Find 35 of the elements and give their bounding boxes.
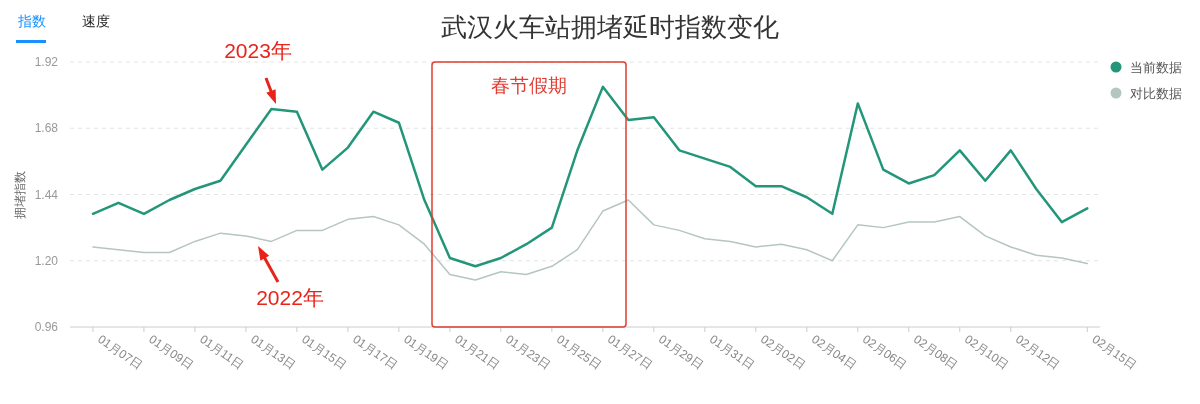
chart-title: 武汉火车站拥堵延时指数变化 [441,12,779,42]
x-tick-label: 01月07日 [95,331,145,373]
y-axis-title: 拥堵指数 [13,170,27,219]
x-tick-label: 02月02日 [758,331,808,373]
x-tick-label: 01月23日 [503,331,553,373]
text: 速度 [82,13,110,29]
x-tick-label: 01月13日 [248,331,298,373]
x-tick-label: 01月09日 [146,331,196,373]
x-tick-label: 01月25日 [554,331,604,373]
legend-label: 当前数据 [1130,60,1182,75]
x-tick-label: 01月29日 [656,331,706,373]
y-tick-label: 1.44 [34,187,59,202]
text: 指数 [17,13,46,29]
x-tick-label: 02月04日 [809,331,859,373]
x-tick-label: 01月17日 [350,331,400,373]
line-series [92,199,1088,281]
x-tick-label: 01月21日 [452,331,502,373]
annotation: 2023年 [224,39,292,62]
x-tick-label: 02月12日 [1013,331,1063,373]
y-tick-label: 1.20 [34,253,59,268]
y-tick-label: 0.96 [34,320,59,334]
x-tick-label: 01月11日 [197,331,247,373]
x-tick-label: 01月31日 [707,331,757,373]
x-tick-label: 01月15日 [299,331,349,373]
legend-label: 对比数据 [1130,86,1182,101]
x-tick-label: 01月27日 [605,331,655,373]
x-tick-label: 02月10日 [962,331,1012,373]
x-tick-label: 02月08日 [911,331,961,373]
y-tick-label: 1.92 [34,55,59,69]
annotation: 春节假期 [491,75,567,96]
x-tick-label: 01月19日 [401,331,451,373]
y-tick-label: 1.68 [34,121,59,136]
x-tick-label: 02月15日 [1089,331,1140,373]
x-tick-label: 02月06日 [860,331,910,373]
annotation: 2022年 [256,286,324,309]
